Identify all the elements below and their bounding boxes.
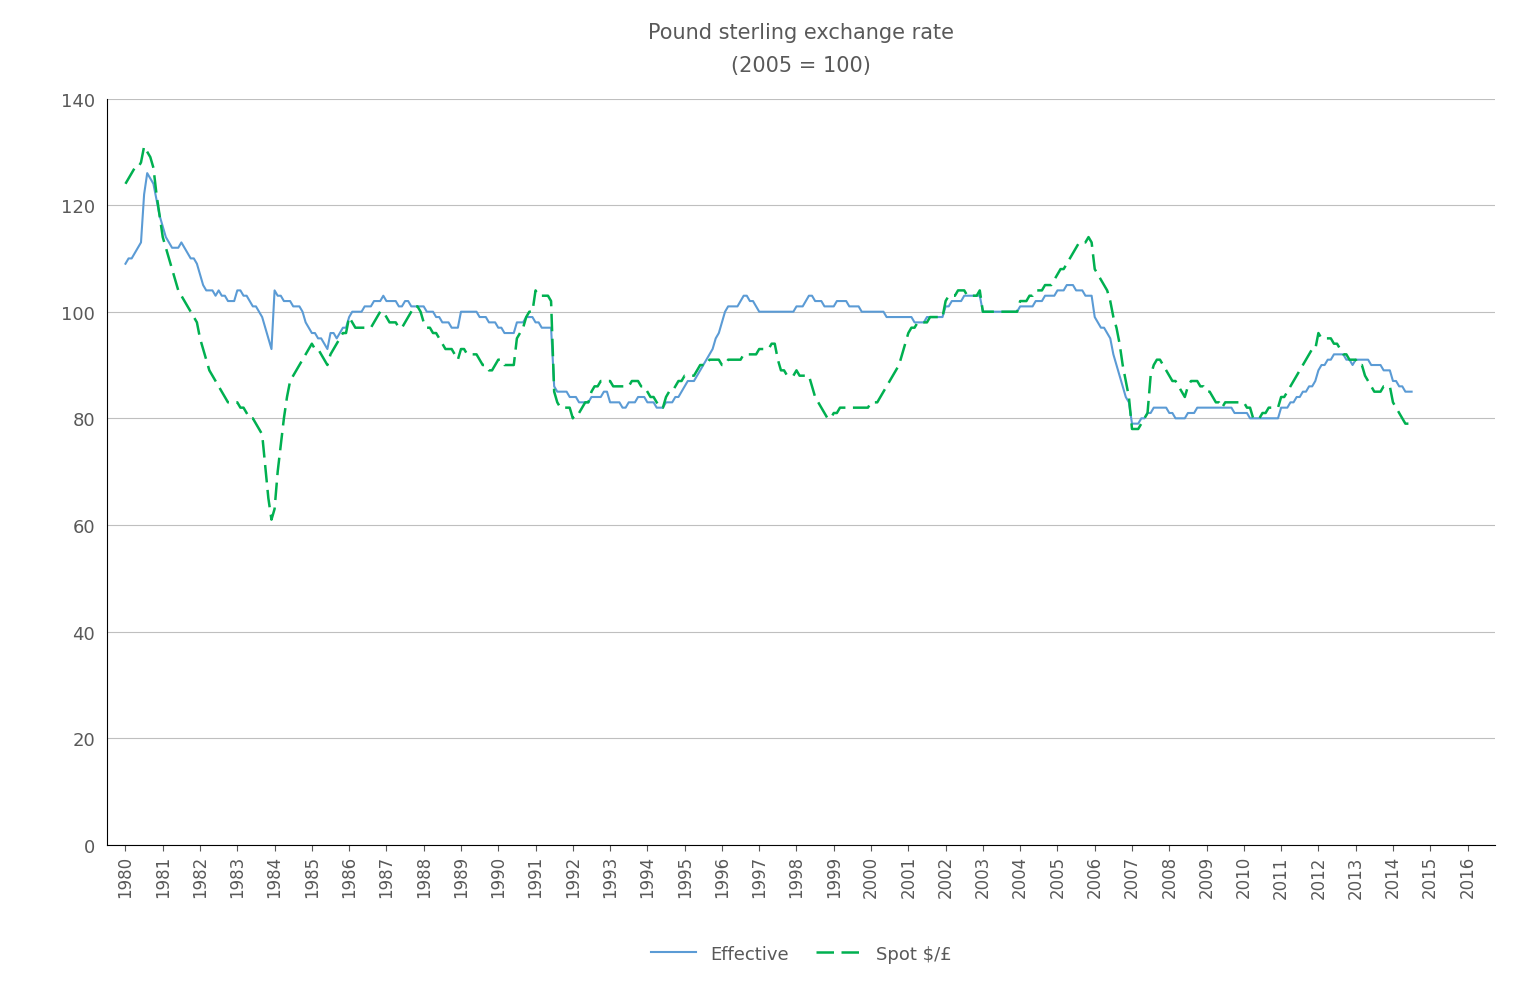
Spot $/£ <box>1390 408 1408 419</box>
Spot $/£ <box>566 408 584 419</box>
Effective <box>116 258 134 270</box>
Legend: Effective, Spot $/£: Effective, Spot $/£ <box>644 937 958 970</box>
Spot $/£ <box>1355 371 1373 383</box>
Effective <box>659 397 678 409</box>
Spot $/£ <box>664 387 682 399</box>
Spot $/£ <box>517 312 536 324</box>
Effective <box>514 317 533 329</box>
Effective <box>1123 418 1141 430</box>
Spot $/£ <box>433 338 452 350</box>
Effective <box>430 312 449 324</box>
Effective <box>1355 355 1373 367</box>
Effective <box>563 392 581 404</box>
Line: Effective: Effective <box>125 174 1412 424</box>
Effective <box>1390 381 1408 393</box>
Title: Pound sterling exchange rate
(2005 = 100): Pound sterling exchange rate (2005 = 100… <box>649 23 954 76</box>
Line: Spot $/£: Spot $/£ <box>125 147 1412 520</box>
Spot $/£ <box>1402 418 1421 430</box>
Effective <box>1402 387 1421 399</box>
Spot $/£ <box>134 141 153 153</box>
Spot $/£ <box>262 514 281 526</box>
Effective <box>137 168 156 180</box>
Spot $/£ <box>116 179 134 191</box>
